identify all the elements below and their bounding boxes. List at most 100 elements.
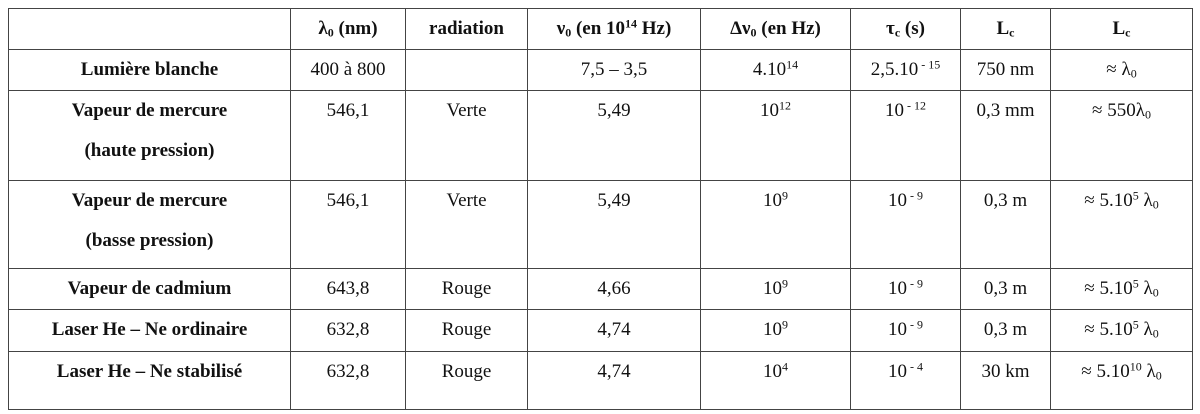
cell [405, 49, 528, 91]
text: 10 [888, 190, 907, 211]
header-cell: ν0 (en 1014 Hz) [527, 8, 701, 50]
text: 546,1 [326, 100, 370, 121]
header-cell: radiation [405, 8, 528, 50]
cell: 400 à 800 [290, 49, 406, 91]
cell: 4.1014 [700, 49, 851, 91]
text: Δν [730, 18, 751, 39]
cell: 0,3 m [960, 268, 1051, 310]
text: 632,8 [326, 361, 370, 382]
cell: 1012 [700, 90, 851, 181]
text: ≈ 550λ [1092, 100, 1145, 121]
cell: 109 [700, 268, 851, 310]
table-row: Vapeur de mercure (basse pression) 546,1 Ve… [8, 180, 1193, 269]
table-row: Vapeur de cadmium 643,8 Rouge 4,66 109 10 - 9… [8, 268, 1193, 310]
subscript: 0 [565, 25, 572, 40]
cell: 4,74 [527, 309, 701, 352]
superscript: 5 [1132, 317, 1139, 332]
text: Lumière blanche [80, 59, 219, 80]
header-cell: λ0 (nm) [290, 8, 406, 50]
superscript: - 15 [918, 57, 941, 72]
row-label: Vapeur de mercure (haute pression) [8, 90, 291, 181]
cell: Rouge [405, 351, 528, 410]
superscript: - 9 [907, 276, 923, 291]
cell: Verte [405, 180, 528, 269]
subscript: 0 [1152, 326, 1159, 341]
cell: 750 nm [960, 49, 1051, 91]
text: 2,5.10 [870, 59, 919, 80]
row-label: Vapeur de cadmium [8, 268, 291, 310]
superscript: - 4 [907, 359, 923, 374]
text: 750 nm [976, 59, 1035, 80]
text: 632,8 [326, 319, 370, 340]
text: 10 [763, 361, 782, 382]
subscript: 0 [1155, 368, 1162, 383]
cell: 5,49 [527, 90, 701, 181]
cell: 546,1 [290, 90, 406, 181]
text: 10 [760, 100, 779, 121]
subscript: c [894, 25, 901, 40]
text: 0,3 m [983, 278, 1028, 299]
header-cell: Δν0 (en Hz) [700, 8, 851, 50]
text: 400 à 800 [310, 59, 386, 80]
text: 10 [763, 190, 782, 211]
cell: 4,66 [527, 268, 701, 310]
text: L [1112, 18, 1126, 39]
text: 0,3 m [983, 319, 1028, 340]
subscript: 0 [1144, 107, 1151, 122]
table-row: Laser He – Ne stabilisé 632,8 Rouge 4,74 104… [8, 351, 1193, 410]
cell: 0,3 m [960, 309, 1051, 352]
subscript: 0 [1152, 197, 1159, 212]
text: Laser He – Ne stabilisé [56, 361, 243, 382]
text: 4,74 [597, 319, 631, 340]
superscript: 12 [779, 98, 791, 113]
cell: 10 - 9 [850, 309, 961, 352]
text: (en Hz) [756, 18, 821, 39]
text: 0,3 mm [976, 100, 1035, 121]
text: λ [1141, 361, 1156, 382]
header-cell: Lc [1050, 8, 1193, 50]
text: Verte [446, 190, 487, 211]
cell: 10 - 12 [850, 90, 961, 181]
cell: 0,3 m [960, 180, 1051, 269]
cell: 632,8 [290, 309, 406, 352]
text: 5,49 [597, 190, 631, 211]
text: Hz) [637, 18, 672, 39]
cell: 643,8 [290, 268, 406, 310]
text-line: Vapeur de mercure [71, 100, 228, 121]
header-cell: τc (s) [850, 8, 961, 50]
row-label: Lumière blanche [8, 49, 291, 91]
text: λ [1138, 190, 1153, 211]
text: (nm) [333, 18, 378, 39]
cell: 10 - 4 [850, 351, 961, 410]
table-header: λ0 (nm) radiation ν0 (en 1014 Hz) Δν0 (en H… [8, 8, 1193, 50]
text: ≈ 5.10 [1084, 190, 1133, 211]
text: radiation [429, 18, 504, 39]
cell: 632,8 [290, 351, 406, 410]
subscript: c [1125, 25, 1131, 40]
text: ≈ λ [1106, 59, 1131, 80]
text: ≈ 5.10 [1081, 361, 1130, 382]
text: 7,5 – 3,5 [580, 59, 648, 80]
superscript: 9 [782, 188, 788, 203]
subscript: 0 [327, 25, 334, 40]
text: λ [318, 18, 328, 39]
text: 10 [885, 100, 904, 121]
cell: 109 [700, 309, 851, 352]
text-line: Vapeur de mercure [71, 190, 228, 211]
superscript: - 9 [907, 188, 923, 203]
text: 10 [888, 361, 907, 382]
row-label: Vapeur de mercure (basse pression) [8, 180, 291, 269]
cell: ≈ 5.105 λ0 [1050, 268, 1193, 310]
cell: 546,1 [290, 180, 406, 269]
cell: Rouge [405, 268, 528, 310]
cell: 5,49 [527, 180, 701, 269]
text: 4,74 [597, 361, 631, 382]
text: ν [556, 18, 566, 39]
superscript: 14 [786, 57, 799, 72]
row-label: Laser He – Ne stabilisé [8, 351, 291, 410]
superscript: 9 [782, 317, 788, 332]
subscript: c [1009, 25, 1015, 40]
cell: 30 km [960, 351, 1051, 410]
text: Rouge [441, 361, 492, 382]
